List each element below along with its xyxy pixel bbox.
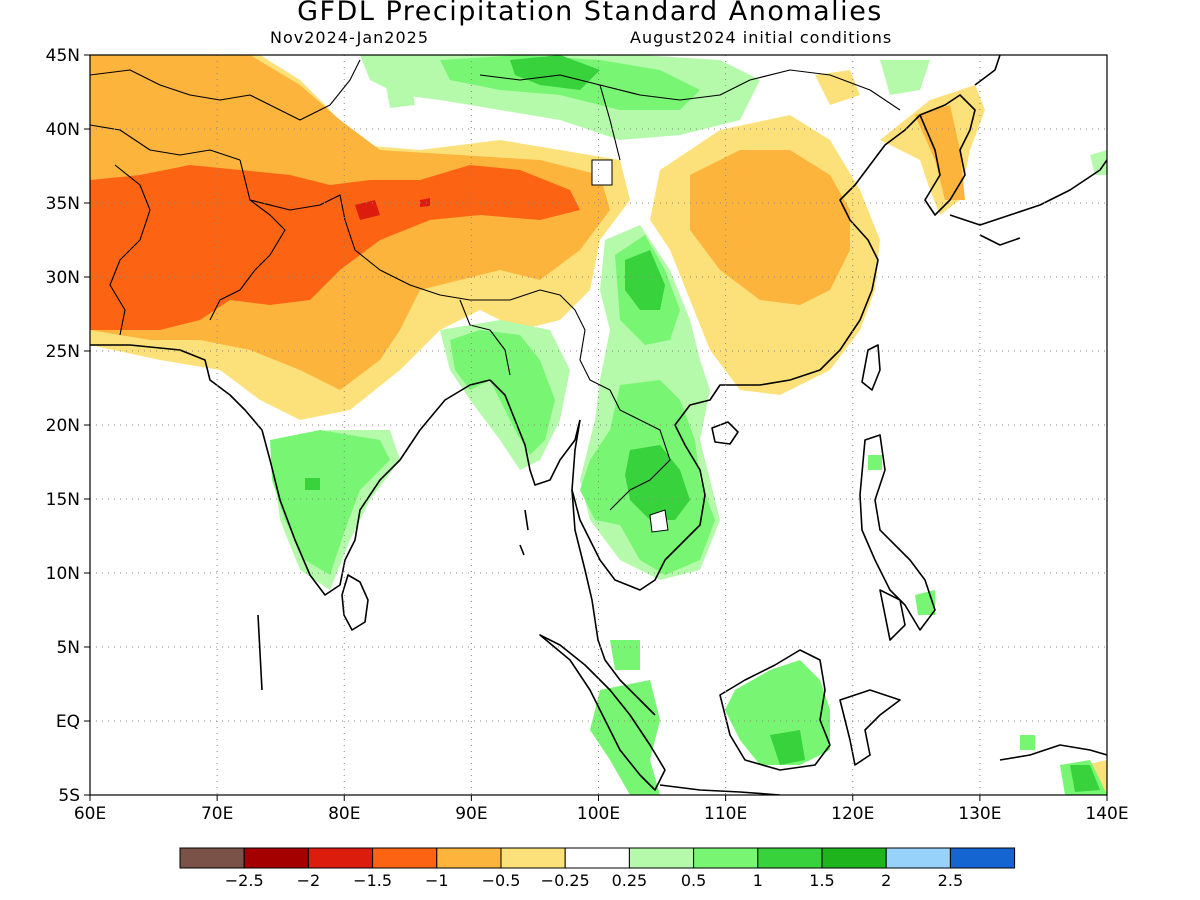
lon-label: 70E bbox=[201, 804, 233, 824]
anomaly-region-light-green bbox=[385, 78, 415, 108]
lat-label: 35N bbox=[46, 194, 80, 214]
chart-title: GFDL Precipitation Standard Anomalies bbox=[297, 0, 883, 27]
colorbar-swatch bbox=[757, 847, 823, 869]
anomaly-region-green bbox=[270, 430, 390, 575]
forecast-period: Nov2024-Jan2025 bbox=[270, 28, 429, 47]
colorbar-swatch bbox=[500, 847, 566, 869]
colorbar-swatch bbox=[821, 847, 887, 869]
colorbar-label: −2 bbox=[297, 871, 321, 890]
colorbar-label: −2.5 bbox=[225, 871, 264, 890]
anomaly-region-red bbox=[420, 198, 430, 207]
map-border bbox=[89, 54, 1108, 796]
lon-label: 100E bbox=[577, 804, 620, 824]
longitude-axis: 60E 70E 80E 90E 100E 110E 120E 130E 140E bbox=[74, 795, 1129, 824]
anomaly-region-green bbox=[610, 640, 640, 670]
anomaly-region-medium-green bbox=[770, 730, 805, 765]
anomaly-region-green bbox=[1020, 735, 1035, 750]
initial-conditions: August2024 initial conditions bbox=[630, 28, 893, 47]
lon-label: 130E bbox=[958, 804, 1001, 824]
colorbar-label: 2 bbox=[881, 871, 891, 890]
colorbar-swatch bbox=[564, 847, 630, 869]
anomaly-region-red bbox=[355, 200, 380, 220]
colorbar-swatch bbox=[243, 847, 309, 869]
anomaly-region-light-green bbox=[880, 60, 930, 95]
colorbar-label: −1.5 bbox=[353, 871, 392, 890]
anomaly-region-green bbox=[725, 660, 830, 765]
anomaly-region-light-green bbox=[1090, 150, 1107, 175]
latitude-axis: 45N 40N 35N 30N 25N 20N 15N 10N 5N EQ 5S bbox=[46, 46, 90, 806]
anomaly-region-orange bbox=[915, 105, 965, 200]
inland-lakes bbox=[591, 159, 669, 533]
colorbar-swatch bbox=[628, 847, 695, 869]
anomaly-region-light-orange bbox=[815, 70, 860, 105]
lon-label: 140E bbox=[1085, 804, 1128, 824]
colorbar-swatch bbox=[885, 847, 951, 869]
lat-label: 25N bbox=[46, 342, 80, 362]
colorbar-label: −1 bbox=[425, 871, 449, 890]
colorbar-label: 2.5 bbox=[938, 871, 963, 890]
colorbar-label: 0.5 bbox=[681, 871, 706, 890]
colorbar-swatch bbox=[693, 847, 759, 869]
lat-label: 5S bbox=[58, 786, 80, 806]
colorbar-label: −0.25 bbox=[541, 871, 590, 890]
lat-label: 30N bbox=[46, 268, 80, 288]
anomaly-region-orange bbox=[690, 150, 850, 305]
colorbar-swatch bbox=[179, 847, 245, 869]
lon-label: 60E bbox=[74, 804, 106, 824]
lat-label: EQ bbox=[56, 712, 80, 732]
anomaly-region-medium-green bbox=[625, 250, 665, 310]
lat-label: 40N bbox=[46, 120, 80, 140]
lon-label: 90E bbox=[455, 804, 487, 824]
coastlines bbox=[90, 55, 1107, 795]
colorbar-swatch bbox=[436, 847, 502, 869]
anomaly-region-medium-green bbox=[625, 445, 690, 520]
colorbar-label: 0.25 bbox=[612, 871, 648, 890]
anomaly-region-medium-green bbox=[305, 478, 320, 490]
colorbar-label: 1 bbox=[753, 871, 763, 890]
lat-label: 20N bbox=[46, 416, 80, 436]
colorbar-swatch bbox=[949, 847, 1016, 869]
anomaly-region-green bbox=[868, 455, 882, 470]
colorbar-label: −0.5 bbox=[482, 871, 521, 890]
lat-label: 15N bbox=[46, 490, 80, 510]
colorbar-legend: −2.5 −2 −1.5 −1 −0.5 −0.25 0.25 0.5 1 1.5 2 2.5 bbox=[179, 847, 1016, 890]
lat-label: 5N bbox=[56, 638, 80, 658]
lon-label: 110E bbox=[704, 804, 747, 824]
colorbar-swatch bbox=[307, 847, 374, 869]
anomaly-region-dark-orange bbox=[90, 165, 580, 330]
colorbar-label: 1.5 bbox=[809, 871, 834, 890]
lat-label: 10N bbox=[46, 564, 80, 584]
anomaly-region-medium-green bbox=[510, 55, 600, 90]
lat-label: 45N bbox=[46, 46, 80, 66]
anomaly-field bbox=[90, 55, 1107, 795]
anomaly-region-medium-green bbox=[1070, 765, 1100, 792]
lon-label: 80E bbox=[328, 804, 360, 824]
lon-label: 120E bbox=[831, 804, 874, 824]
anomaly-region-green bbox=[590, 680, 660, 795]
colorbar-swatch bbox=[372, 847, 438, 869]
